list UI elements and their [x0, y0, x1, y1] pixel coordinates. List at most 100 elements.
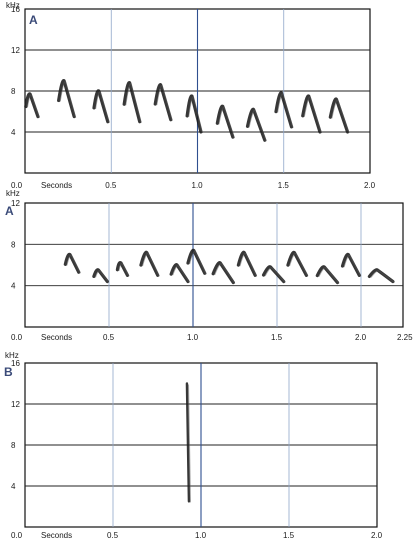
panel-1-note-shadow	[188, 96, 204, 134]
panel-1-yticks: 4 8 12 16	[11, 5, 20, 137]
panel-1-ytick-label: 8	[11, 87, 16, 96]
panel-1-note-shadow	[331, 99, 350, 134]
panel-2-note	[115, 261, 130, 277]
panel-2-xticks: 0.0 0.5 1.0 1.5 2.0 2.25	[11, 333, 413, 342]
panel-2-ytick-label: 8	[11, 240, 16, 249]
panel-1-note	[24, 92, 40, 119]
panel-3: B kHz Seconds 4 8 12 16 0.0 0.5 1.0 1.5 2.0	[4, 351, 383, 540]
panel-2-note	[261, 265, 286, 284]
panel-2: A kHz Seconds 4 8 12 0.0 0.5 1.0 1.5 2.0 2.25	[5, 189, 413, 342]
panel-1-ytick-label: 12	[11, 46, 20, 55]
panel-2-ylabel: kHz	[6, 189, 20, 198]
panel-2-note	[236, 250, 257, 277]
panel-1-xtick-label: 2.0	[364, 181, 376, 190]
panel-2-note	[92, 268, 109, 284]
panel-1-note	[92, 89, 110, 124]
panel-1-note	[122, 81, 142, 124]
panel-3-grid	[25, 363, 377, 527]
panel-2-xlabel: Seconds	[41, 333, 72, 342]
panel-2-xtick-label: 0.0	[11, 333, 23, 342]
panel-2-note-shadow	[264, 267, 286, 283]
panel-2-note-shadow	[66, 254, 81, 274]
panel-1-grid	[25, 9, 370, 173]
panel-2-note	[367, 268, 395, 284]
panel-2-note-shadow	[343, 254, 362, 277]
panel-2-note-shadow	[94, 270, 110, 283]
panel-2-ytick-label: 4	[11, 282, 16, 291]
panel-1-note	[245, 107, 267, 142]
panel-1-xticks: 0.0 0.5 1.0 1.5 2.0	[11, 181, 376, 190]
panel-3-ytick-label: 8	[11, 441, 16, 450]
panel-2-xtick-label: 2.0	[355, 333, 367, 342]
panel-1-note	[328, 97, 350, 134]
panel-1-xlabel: Seconds	[41, 181, 72, 190]
panel-3-label: B	[4, 365, 13, 379]
panel-3-xtick-label: 0.0	[11, 531, 23, 540]
panel-1-note-shadow	[94, 91, 110, 123]
panel-3-xtick-label: 1.0	[195, 531, 207, 540]
panel-1-note-shadow	[218, 106, 235, 139]
panel-2-note	[211, 261, 235, 285]
panel-1-notes	[24, 79, 350, 142]
panel-1-note-shadow	[156, 85, 173, 121]
panel-3-xlabel: Seconds	[41, 531, 72, 540]
panel-2-frame	[24, 202, 404, 328]
panel-1: A kHz Seconds 4 8 12 16 0.0 0.5 1.0 1.5 2.0	[6, 1, 376, 190]
panel-1-note	[185, 94, 203, 134]
panel-1-ytick-label: 4	[11, 128, 16, 137]
panel-2-note-shadow	[172, 265, 190, 283]
panel-3-ylabel: kHz	[5, 351, 19, 360]
panel-2-xtick-label: 2.25	[397, 333, 413, 342]
panel-2-note-shadow	[318, 267, 340, 284]
panel-3-note-shadow	[187, 384, 192, 503]
panel-2-note	[63, 252, 81, 274]
panel-2-note-shadow	[141, 252, 160, 277]
panel-3-xticks: 0.0 0.5 1.0 1.5 2.0	[11, 531, 383, 540]
panel-2-note	[286, 250, 308, 277]
panel-2-note-shadow	[239, 252, 258, 277]
panel-2-grid	[25, 203, 403, 327]
panel-2-note-shadow	[370, 270, 395, 284]
panel-1-xtick-label: 1.5	[278, 181, 290, 190]
panel-3-ytick-label: 4	[11, 482, 16, 491]
panel-1-note-shadow	[125, 83, 142, 123]
panel-3-ytick-label: 12	[11, 400, 20, 409]
panel-2-ytick-label: 12	[11, 199, 20, 208]
panel-1-ylabel: kHz	[6, 1, 20, 10]
panel-1-note-shadow	[59, 81, 77, 118]
panel-2-note-shadow	[288, 252, 309, 277]
panel-2-note	[340, 252, 361, 277]
panel-2-note	[315, 265, 340, 285]
panel-3-xtick-label: 1.5	[283, 531, 295, 540]
panel-2-note-shadow	[118, 263, 130, 277]
panel-3-ytick-label: 16	[11, 359, 20, 368]
panel-2-xtick-label: 0.5	[103, 333, 115, 342]
panel-3-note	[185, 382, 191, 503]
panel-2-yticks: 4 8 12	[11, 199, 20, 291]
panel-1-note-shadow	[248, 109, 267, 142]
panel-2-label: A	[5, 204, 14, 218]
panel-1-note	[57, 79, 76, 119]
panel-1-label: A	[29, 13, 38, 27]
panel-1-xtick-label: 0.0	[11, 181, 23, 190]
panel-3-xtick-label: 0.5	[107, 531, 119, 540]
panel-2-note-shadow	[188, 250, 207, 275]
panel-1-xtick-label: 0.5	[105, 181, 117, 190]
panel-1-note	[274, 91, 294, 129]
panel-1-xtick-label: 1.0	[192, 181, 204, 190]
panel-3-notes	[185, 382, 192, 503]
panel-2-notes	[63, 248, 395, 285]
panel-2-note	[169, 263, 190, 284]
panel-3-xtick-label: 2.0	[371, 531, 383, 540]
panel-2-note-shadow	[214, 263, 236, 284]
panel-2-note	[139, 250, 160, 277]
panel-1-note	[215, 104, 235, 139]
panel-1-note	[301, 94, 322, 134]
panel-1-ytick-label: 16	[11, 5, 20, 14]
panel-1-note-shadow	[303, 96, 323, 134]
panel-3-yticks: 4 8 12 16	[11, 359, 20, 491]
panel-2-xtick-label: 1.5	[271, 333, 283, 342]
panel-2-xtick-label: 1.0	[187, 333, 199, 342]
panel-1-note	[153, 83, 173, 122]
